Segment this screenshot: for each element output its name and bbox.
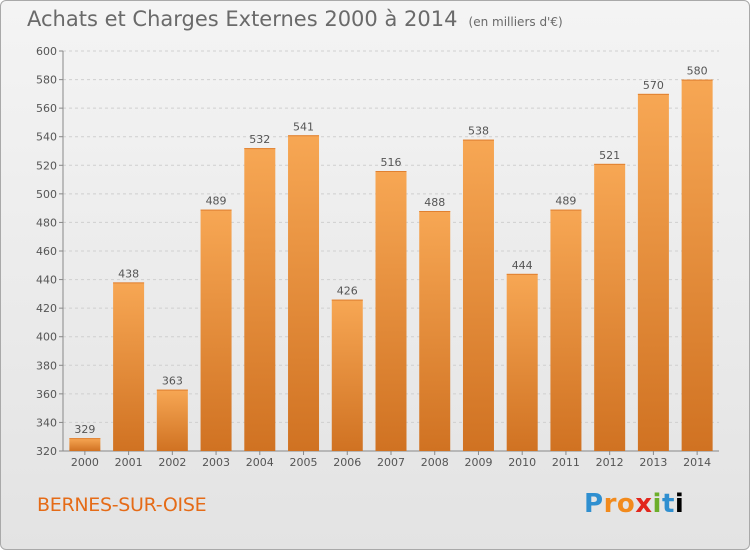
y-tick-label: 580 [36, 74, 57, 87]
commune-name: BERNES-SUR-OISE [37, 494, 207, 516]
chart-title: Achats et Charges Externes 2000 à 2014 (… [27, 7, 563, 31]
x-tick-label-2003: 2003 [202, 456, 230, 469]
data-label-2007: 516 [381, 156, 402, 169]
bar-2006 [331, 299, 363, 451]
x-tick-label-2010: 2010 [508, 456, 536, 469]
bar-2002 [156, 389, 188, 451]
bar-2008 [419, 211, 451, 451]
y-tick-label: 380 [36, 359, 57, 372]
y-tick-label: 520 [36, 159, 57, 172]
bar-2003 [200, 209, 232, 451]
bar-2009 [462, 139, 494, 452]
y-tick-label: 340 [36, 416, 57, 429]
y-tick-label: 400 [36, 331, 57, 344]
data-label-2005: 541 [293, 120, 314, 133]
data-labels: 329 438 363 489 532 541 426 516 488 538 444 489 521 5… [74, 65, 707, 437]
y-tick-label: 320 [36, 445, 57, 458]
x-tick-label-2004: 2004 [246, 456, 274, 469]
bar-2011 [550, 209, 582, 451]
data-label-2003: 489 [206, 195, 227, 208]
data-label-2014: 580 [687, 65, 708, 78]
x-tick-label-2005: 2005 [290, 456, 318, 469]
bar-2005 [288, 135, 320, 452]
x-tick-label-2009: 2009 [464, 456, 492, 469]
data-label-2013: 570 [643, 79, 664, 92]
y-tick-label: 560 [36, 102, 57, 115]
y-tick-label: 500 [36, 188, 57, 201]
x-tick-label-2007: 2007 [377, 456, 405, 469]
bar-2000 [69, 438, 101, 451]
y-tick-label: 600 [36, 45, 57, 58]
data-label-2008: 488 [424, 196, 445, 209]
x-tick-label-2013: 2013 [639, 456, 667, 469]
data-label-2006: 426 [337, 285, 358, 298]
bar-2001 [113, 282, 145, 451]
bar-2004 [244, 148, 276, 451]
x-tick-label-2008: 2008 [421, 456, 449, 469]
bar-2010 [506, 273, 538, 451]
bars [69, 79, 713, 452]
proxiti-logo: Proxiti [584, 489, 685, 519]
bar-2012 [594, 163, 626, 451]
x-tick-label-2012: 2012 [596, 456, 624, 469]
data-label-2011: 489 [555, 195, 576, 208]
y-tick-label: 460 [36, 245, 57, 258]
y-tick-label: 420 [36, 302, 57, 315]
y-tick-label: 360 [36, 388, 57, 401]
data-label-2004: 532 [249, 133, 270, 146]
bar-2013 [637, 93, 669, 451]
data-label-2010: 444 [512, 259, 533, 272]
chart-title-main: Achats et Charges Externes 2000 à 2014 [27, 7, 458, 31]
x-tick-label-2002: 2002 [158, 456, 186, 469]
data-label-2012: 521 [599, 149, 620, 162]
data-label-2009: 538 [468, 125, 489, 138]
data-label-2000: 329 [74, 423, 95, 436]
y-tick-label: 480 [36, 216, 57, 229]
y-tick-label: 440 [36, 274, 57, 287]
x-tick-label-2000: 2000 [71, 456, 99, 469]
bar-2014 [681, 79, 713, 452]
x-tick-label-2001: 2001 [115, 456, 143, 469]
data-label-2001: 438 [118, 267, 139, 280]
x-tick-label-2014: 2014 [683, 456, 711, 469]
bar-2007 [375, 171, 407, 451]
x-tick-label-2006: 2006 [333, 456, 361, 469]
chart-title-unit: (en milliers d'€) [468, 15, 563, 29]
data-label-2002: 363 [162, 375, 183, 388]
y-tick-label: 540 [36, 131, 57, 144]
x-tick-label-2011: 2011 [552, 456, 580, 469]
